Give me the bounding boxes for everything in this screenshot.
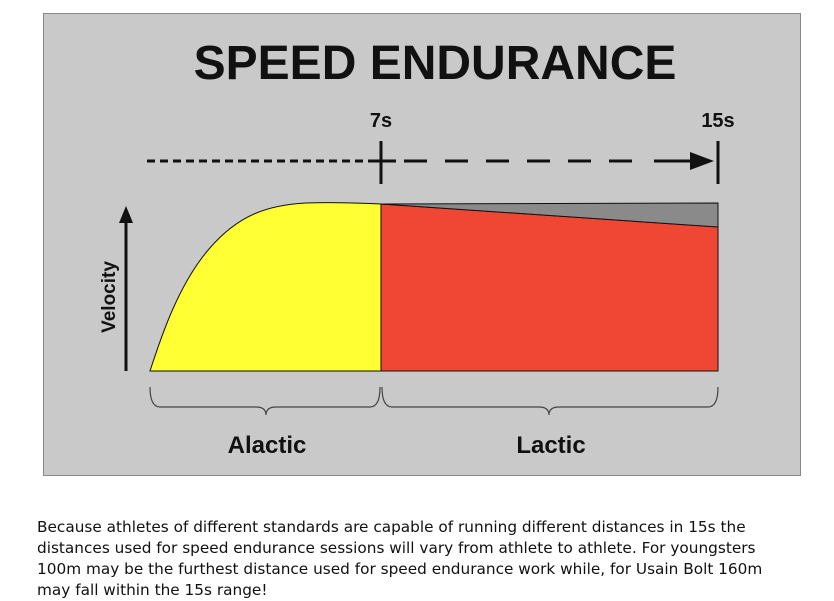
lactic-region xyxy=(380,203,719,372)
velocity-axis-arrowhead xyxy=(119,206,133,223)
timeline-arrow-head xyxy=(690,152,714,170)
lactic-brace xyxy=(381,386,719,416)
velocity-drop-region xyxy=(380,202,719,228)
velocity-axis-label: Velocity xyxy=(99,261,120,333)
marker-7s-label: 7s xyxy=(370,110,392,132)
marker-15s-label: 15s xyxy=(701,110,734,132)
diagram-canvas: SPEED ENDURANCE 7s 15s Velocity Alactic xyxy=(99,37,735,459)
alactic-label: Alactic xyxy=(228,432,307,459)
lactic-label: Lactic xyxy=(516,432,585,459)
alactic-region xyxy=(149,202,382,372)
diagram-title: SPEED ENDURANCE xyxy=(194,37,677,90)
caption-paragraph: Because athletes of different standards … xyxy=(37,518,763,600)
alactic-brace xyxy=(149,386,381,416)
speed-endurance-diagram: SPEED ENDURANCE 7s 15s Velocity Alactic xyxy=(43,13,801,476)
